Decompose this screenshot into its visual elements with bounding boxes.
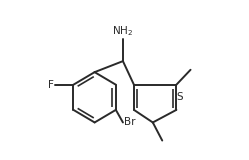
Text: NH$_2$: NH$_2$: [112, 24, 133, 38]
Text: F: F: [48, 80, 54, 90]
Text: Br: Br: [124, 117, 136, 128]
Text: S: S: [176, 92, 183, 102]
